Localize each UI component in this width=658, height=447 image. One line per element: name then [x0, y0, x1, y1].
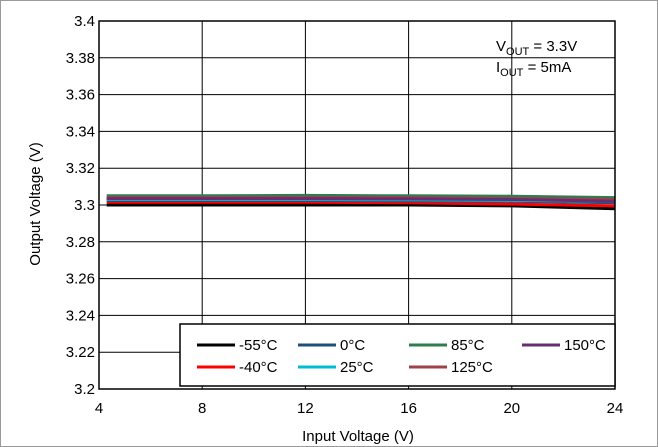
legend-item: 25°C — [298, 359, 374, 376]
legend-label: -40°C — [239, 359, 278, 376]
legend-label: 125°C — [451, 359, 493, 376]
y-tick-labels: 3.2 3.22 3.24 3.26 3.28 3.3 3.32 3.34 3.36 3.38 3.… — [66, 13, 95, 398]
legend-item: 125°C — [409, 359, 493, 376]
y-tick-label: 3.38 — [66, 50, 95, 67]
legend-items: -55°C 0°C 85°C 150°C -40°C 25°C 125°C — [197, 337, 606, 376]
legend-label: 25°C — [340, 359, 374, 376]
series-line--55c — [106, 203, 616, 211]
y-tick-label: 3.4 — [74, 13, 95, 30]
plot-area-border — [98, 20, 616, 390]
y-tick-label: 3.32 — [66, 160, 95, 177]
x-axis-title: Input Voltage (V) — [302, 428, 414, 445]
x-tick-label: 12 — [297, 400, 314, 417]
y-tick-label: 3.36 — [66, 87, 95, 104]
y-tick-label: 3.24 — [66, 307, 95, 324]
y-tick-label: 3.26 — [66, 271, 95, 288]
legend-label: -55°C — [239, 337, 278, 354]
legend-item: 0°C — [298, 337, 365, 354]
legend-label: 85°C — [451, 337, 485, 354]
x-tick-label: 24 — [607, 400, 624, 417]
y-tick-label: 3.28 — [66, 234, 95, 251]
vout-annotation: VOUT = 3.3V — [496, 38, 577, 58]
x-tick-label: 4 — [95, 400, 103, 417]
conditions-annotation: VOUT = 3.3V IOUT = 5mA — [496, 38, 577, 79]
legend: -55°C 0°C 85°C 150°C -40°C 25°C 125°C — [179, 323, 616, 387]
legend-label: 150°C — [564, 337, 606, 354]
x-tick-labels: 4 8 12 16 20 24 — [95, 400, 624, 417]
y-tick-label: 3.22 — [66, 344, 95, 361]
series-lines — [106, 193, 616, 211]
y-axis-title: Output Voltage (V) — [27, 142, 44, 265]
y-tick-label: 3.34 — [66, 123, 95, 140]
series-line-150c — [106, 197, 616, 203]
x-tick-label: 16 — [400, 400, 417, 417]
iout-annotation: IOUT = 5mA — [496, 59, 571, 79]
legend-item: 150°C — [522, 337, 606, 354]
series-line-85c — [106, 193, 616, 200]
x-tick-label: 20 — [503, 400, 520, 417]
legend-box — [179, 323, 616, 387]
y-tick-label: 3.3 — [74, 197, 95, 214]
legend-item: -40°C — [197, 359, 278, 376]
y-tick-label: 3.2 — [74, 381, 95, 398]
series-line--40c — [106, 200, 616, 208]
x-tick-label: 8 — [198, 400, 206, 417]
legend-item: 85°C — [409, 337, 485, 354]
legend-label: 0°C — [340, 337, 365, 354]
legend-item: -55°C — [197, 337, 278, 354]
